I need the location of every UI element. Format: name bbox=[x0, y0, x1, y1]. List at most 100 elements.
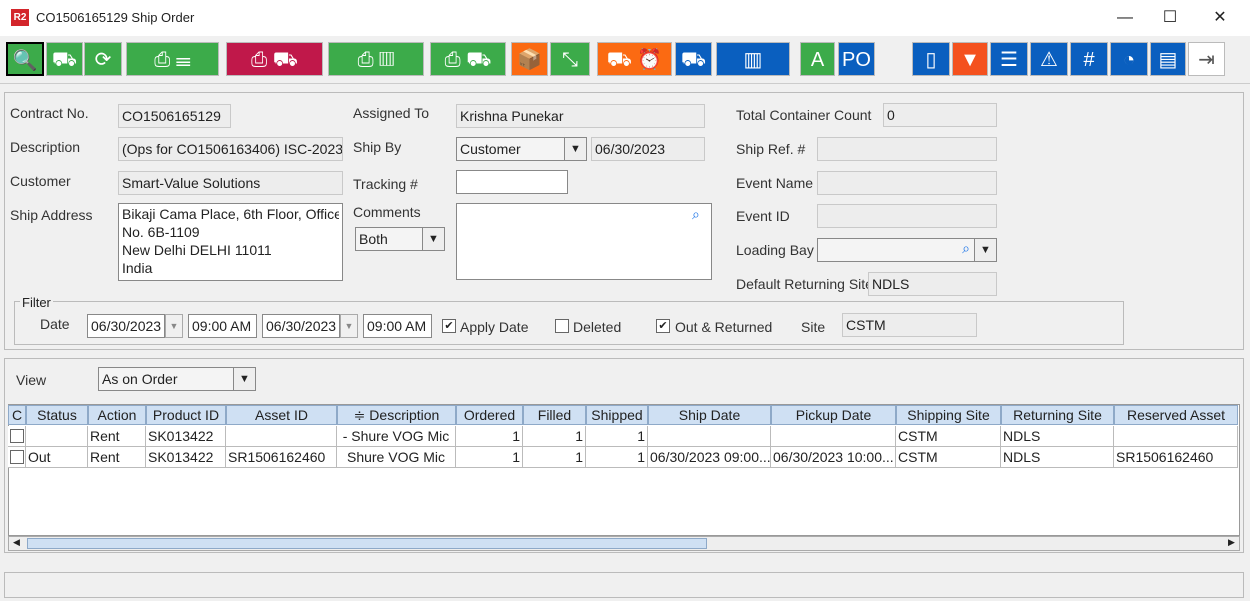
cell-action[interactable]: Rent bbox=[88, 447, 146, 468]
event-name-field[interactable] bbox=[817, 171, 997, 195]
cell-ordered[interactable]: 1 bbox=[456, 447, 523, 468]
column-header-product-id[interactable]: Product ID bbox=[146, 405, 226, 425]
cell-filled[interactable]: 1 bbox=[523, 447, 586, 468]
column-header-c[interactable]: C bbox=[8, 405, 26, 425]
cell-product-id[interactable]: SK013422 bbox=[146, 426, 226, 447]
to-date-input[interactable]: 06/30/2023 bbox=[262, 314, 340, 338]
column-header-returning-site[interactable]: Returning Site bbox=[1001, 405, 1114, 425]
truck-alarm-button[interactable]: ⛟ ⏰ bbox=[597, 42, 672, 76]
cell-status[interactable]: Out bbox=[26, 447, 88, 468]
cell-shipped[interactable]: 1 bbox=[586, 426, 648, 447]
tracking-input[interactable] bbox=[456, 170, 568, 194]
po-view-button[interactable]: PO bbox=[838, 42, 875, 76]
description-field[interactable]: (Ops for CO1506163406) ISC-2023 bbox=[118, 137, 343, 161]
column-header-ship-date[interactable]: Ship Date bbox=[648, 405, 771, 425]
cell-pickup-date[interactable] bbox=[771, 426, 896, 447]
assigned-to-field[interactable]: Krishna Punekar bbox=[456, 104, 705, 128]
print-list-button[interactable]: ⎙ ☰ bbox=[126, 42, 219, 76]
hand-truck-print-button[interactable]: ⛟ bbox=[46, 42, 83, 76]
cell-reserved-asset[interactable] bbox=[1114, 426, 1238, 447]
chevron-down-icon[interactable]: ▼ bbox=[422, 228, 444, 250]
cell-reserved-asset[interactable]: SR1506162460 bbox=[1114, 447, 1238, 468]
customer-field[interactable]: Smart-Value Solutions bbox=[118, 171, 343, 195]
checkbox[interactable] bbox=[10, 450, 24, 464]
container-button[interactable]: ▥ bbox=[716, 42, 790, 76]
cell-action[interactable]: Rent bbox=[88, 426, 146, 447]
cell-shipping-site[interactable]: CSTM bbox=[896, 426, 1001, 447]
from-time-input[interactable]: 09:00 AM bbox=[188, 314, 257, 338]
out-returned-checkbox[interactable]: ✔ bbox=[656, 319, 670, 333]
cell-product-id[interactable]: SK013422 bbox=[146, 447, 226, 468]
cell-asset-id[interactable] bbox=[226, 426, 337, 447]
view-select[interactable]: As on Order ▼ bbox=[98, 367, 256, 391]
cell-shipped[interactable]: 1 bbox=[586, 447, 648, 468]
refresh-button[interactable]: ⟳ bbox=[84, 42, 122, 76]
column-header-ordered[interactable]: Ordered bbox=[456, 405, 523, 425]
cell-status[interactable] bbox=[26, 426, 88, 447]
column-header-status[interactable]: Status bbox=[26, 405, 88, 425]
column-header-reserved-asset[interactable]: Reserved Asset bbox=[1114, 405, 1238, 425]
message-button[interactable]: ▤ bbox=[1150, 42, 1186, 76]
comments-filter-select[interactable]: Both ▼ bbox=[355, 227, 445, 251]
scroll-left-icon[interactable]: ◀ bbox=[13, 537, 20, 547]
from-date-input[interactable]: 06/30/2023 bbox=[87, 314, 165, 338]
list-button[interactable]: ☰ bbox=[990, 42, 1028, 76]
column-header-asset-id[interactable]: Asset ID bbox=[226, 405, 337, 425]
row-checkbox[interactable] bbox=[8, 447, 26, 468]
column-header-pickup-date[interactable]: Pickup Date bbox=[771, 405, 896, 425]
expand-a-button[interactable]: A bbox=[800, 42, 835, 76]
scrollbar-thumb[interactable] bbox=[27, 538, 707, 549]
print-truck-clock-button[interactable]: ⎙ ⛟ bbox=[430, 42, 506, 76]
cell-description[interactable]: - Shure VOG Mic bbox=[337, 426, 456, 447]
warning-view-button[interactable]: ⚠ bbox=[1030, 42, 1068, 76]
st-truck-button[interactable]: ⛟ bbox=[675, 42, 712, 76]
cell-pickup-date[interactable]: 06/30/2023 10:00... bbox=[771, 447, 896, 468]
ship-by-select[interactable]: Customer ▼ bbox=[456, 137, 587, 161]
to-time-input[interactable]: 09:00 AM bbox=[363, 314, 432, 338]
column-header-shipping-site[interactable]: Shipping Site bbox=[896, 405, 1001, 425]
site-field[interactable]: CSTM bbox=[842, 313, 977, 337]
column-header-description[interactable]: ≑ Description bbox=[337, 405, 456, 425]
chevron-down-icon[interactable]: ▼ bbox=[233, 368, 255, 390]
column-header-filled[interactable]: Filled bbox=[523, 405, 586, 425]
book-button[interactable]: ▯ bbox=[912, 42, 950, 76]
compress-button[interactable]: ⤡ bbox=[550, 42, 590, 76]
cell-asset-id[interactable]: SR1506162460 bbox=[226, 447, 337, 468]
close-button[interactable]: ✕ bbox=[1213, 9, 1227, 26]
cell-returning-site[interactable]: NDLS bbox=[1001, 426, 1114, 447]
cell-ship-date[interactable]: 06/30/2023 09:00... bbox=[648, 447, 771, 468]
search-icon[interactable]: ⌕ bbox=[692, 206, 700, 222]
minimize-button[interactable]: — bbox=[1117, 9, 1133, 26]
cell-ship-date[interactable] bbox=[648, 426, 771, 447]
ship-by-date-field[interactable]: 06/30/2023 bbox=[591, 137, 705, 161]
open-box-button[interactable]: 📦 bbox=[511, 42, 548, 76]
search-button[interactable]: 🔍 bbox=[6, 42, 44, 76]
loading-bay-select[interactable]: ⌕ ▼ bbox=[817, 238, 997, 262]
ship-ref-field[interactable] bbox=[817, 137, 997, 161]
column-header-action[interactable]: Action bbox=[88, 405, 146, 425]
chevron-down-icon[interactable]: ▼ bbox=[564, 138, 586, 160]
gauge-button[interactable]: ◔ bbox=[1110, 42, 1148, 76]
cell-returning-site[interactable]: NDLS bbox=[1001, 447, 1114, 468]
print-container-button[interactable]: ⎙ ▥ bbox=[328, 42, 424, 76]
checkbox[interactable] bbox=[10, 429, 24, 443]
apply-date-checkbox[interactable]: ✔ bbox=[442, 319, 456, 333]
print-truck-check-button[interactable]: ⎙ ⛟ bbox=[226, 42, 323, 76]
cell-filled[interactable]: 1 bbox=[523, 426, 586, 447]
event-id-field[interactable] bbox=[817, 204, 997, 228]
chevron-down-icon[interactable]: ▼ bbox=[974, 239, 996, 261]
search-icon[interactable]: ⌕ bbox=[962, 240, 970, 256]
horizontal-scrollbar[interactable]: ◀ ▶ bbox=[8, 536, 1240, 551]
comments-textarea[interactable] bbox=[456, 203, 712, 280]
cell-description[interactable]: Shure VOG Mic bbox=[337, 447, 456, 468]
scroll-right-icon[interactable]: ▶ bbox=[1228, 537, 1235, 547]
chevron-down-icon[interactable]: ▼ bbox=[165, 314, 183, 338]
cell-ordered[interactable]: 1 bbox=[456, 426, 523, 447]
filter-button[interactable]: ▼ bbox=[952, 42, 988, 76]
deleted-checkbox[interactable] bbox=[555, 319, 569, 333]
column-header-shipped[interactable]: Shipped bbox=[586, 405, 648, 425]
chevron-down-icon[interactable]: ▼ bbox=[340, 314, 358, 338]
exit-button[interactable]: ⇥ bbox=[1188, 42, 1225, 76]
maximize-button[interactable]: ☐ bbox=[1162, 9, 1178, 26]
contract-no-field[interactable]: CO1506165129 bbox=[118, 104, 231, 128]
